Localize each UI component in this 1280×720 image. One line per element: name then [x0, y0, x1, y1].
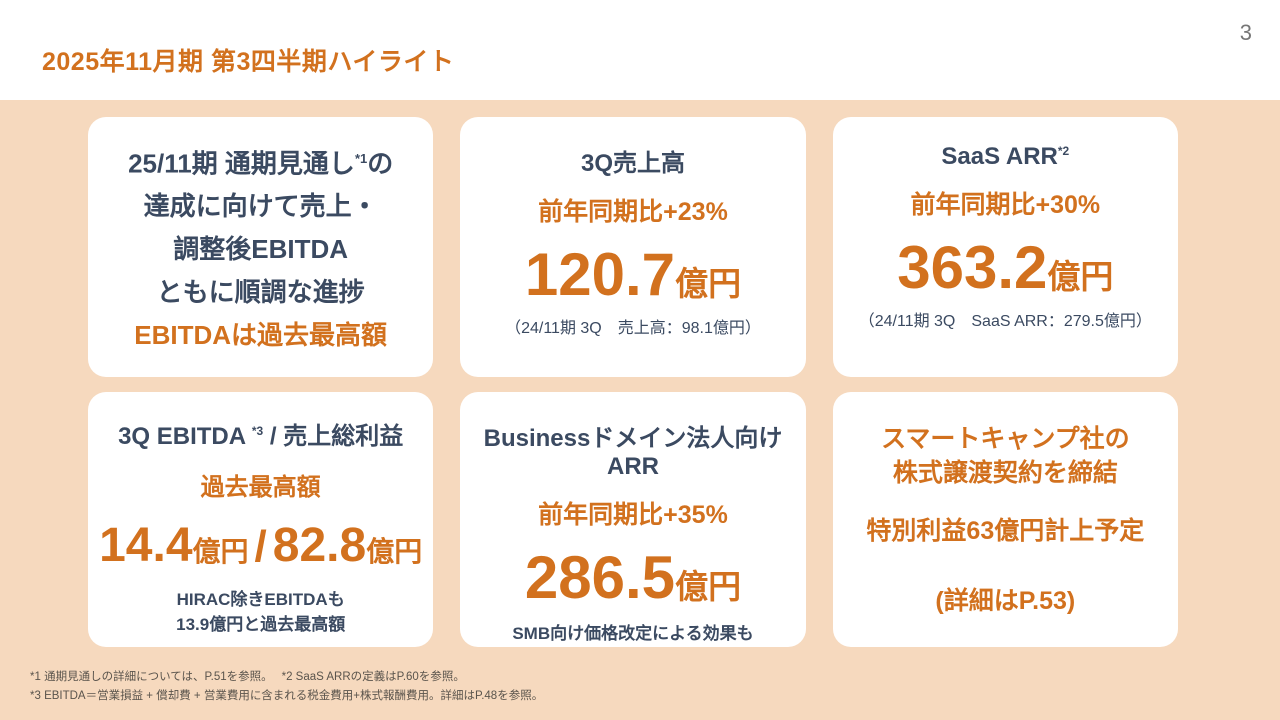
q3-ebitda-note-line-2: 13.9億円と過去最高額 [176, 614, 346, 634]
business-arr-number: 286.5 [524, 544, 676, 611]
footnote-line-1: *1 通期見通しの詳細については、P.51を参照。 *2 SaaS ARRの定義… [30, 671, 465, 683]
highlight-cards-grid: 25/11期 通期見通し*1の 達成に向けて売上・ 調整後EBITDA ともに順… [88, 117, 1178, 647]
business-arr-yoy: 前年同期比+35% [538, 501, 728, 529]
card-saas-arr: SaaS ARR*2 前年同期比+30% 363.2 億円 （24/11期 3Q … [832, 117, 1178, 377]
q3-ebitda-note: HIRAC除きEBITDAも 13.9億円と過去最高額 [176, 587, 345, 637]
q3-ebitda-title: 3Q EBITDA *3 / 売上総利益 [118, 416, 403, 451]
smartcamp-line-2: 株式譲渡契約を締結 [892, 458, 1118, 487]
saas-arr-value: 363.2 億円 [897, 235, 1113, 301]
outlook-line-2: 達成に向けて売上・ [143, 191, 378, 222]
q3-ebitda-title-text: 3Q EBITDA [118, 423, 252, 450]
outlook-line-3: 調整後EBITDA [173, 234, 349, 265]
slide-body: 25/11期 通期見通し*1の 達成に向けて売上・ 調整後EBITDA ともに順… [0, 100, 1280, 720]
footnote-line-2: *3 EBITDA＝営業損益 + 償却費 + 営業費用に含まれる税金費用+株式報… [30, 690, 544, 702]
footnote-ref-3: *3 [251, 424, 264, 438]
outlook-line-4: ともに順調な進捗 [156, 277, 365, 308]
outlook-highlight: EBITDAは過去最高額 [134, 320, 388, 351]
card-business-arr: Businessドメイン法人向けARR 前年同期比+35% 286.5 億円 SM… [460, 392, 806, 647]
q3-ebitda-note-line-1: HIRAC除きEBITDAも [176, 589, 345, 609]
card-q3-revenue: 3Q売上高 前年同期比+23% 120.7 億円 （24/11期 3Q 売上高：9… [460, 117, 806, 377]
q3-revenue-unit: 億円 [675, 265, 742, 302]
q3-ebitda-title-suffix: / 売上総利益 [263, 423, 404, 450]
outlook-line-1-text: 25/11期 通期見通し [128, 148, 355, 179]
business-arr-value: 286.5 億円 [525, 545, 741, 611]
page-title: 2025年11月期 第3四半期ハイライト [42, 48, 455, 76]
smartcamp-detail-ref: (詳細はP.53) [935, 586, 1076, 615]
card-q3-ebitda: 3Q EBITDA *3 / 売上総利益 過去最高額 14.4 億円/82.8 億円… [88, 392, 434, 647]
gross-profit-number: 82.8 [272, 519, 367, 572]
q3-ebitda-number: 14.4 [99, 519, 193, 572]
q3-ebitda-values: 14.4 億円/82.8 億円 [99, 519, 423, 573]
q3-revenue-title: 3Q売上高 [580, 150, 685, 177]
q3-ebitda-unit: 億円 [192, 536, 249, 567]
smartcamp-line-1: スマートキャンプ社の [881, 424, 1130, 453]
saas-arr-prior-note: （24/11期 3Q SaaS ARR：279.5億円） [858, 313, 1152, 330]
business-arr-note-line-1: SMB向け価格改定による効果も [512, 624, 754, 643]
q3-ebitda-label: 過去最高額 [200, 474, 321, 501]
footnote-ref-2: *2 [1057, 144, 1070, 158]
saas-arr-unit: 億円 [1047, 258, 1114, 295]
card-fiscal-outlook: 25/11期 通期見通し*1の 達成に向けて売上・ 調整後EBITDA ともに順… [88, 117, 434, 377]
q3-revenue-yoy: 前年同期比+23% [538, 198, 728, 226]
page-number: 3 [1239, 20, 1252, 45]
outlook-line-1: 25/11期 通期見通し*1の [128, 137, 393, 186]
slide-header: 2025年11月期 第3四半期ハイライト 3 [0, 0, 1280, 100]
outlook-line-1-suffix: の [367, 148, 394, 179]
business-arr-note: SMB向け価格改定による効果も 順調に推移し、前四半期比で成長加速 [488, 621, 777, 647]
saas-arr-number: 363.2 [897, 234, 1048, 301]
q3-revenue-number: 120.7 [524, 241, 676, 308]
footnotes: *1 通期見通しの詳細については、P.51を参照。 *2 SaaS ARRの定義… [30, 668, 543, 706]
saas-arr-yoy: 前年同期比+30% [910, 191, 1101, 219]
saas-arr-title-text: SaaS ARR [941, 143, 1058, 170]
saas-arr-title: SaaS ARR*2 [941, 143, 1069, 171]
q3-revenue-value: 120.7 億円 [525, 242, 741, 308]
q3-revenue-prior-note: （24/11期 3Q 売上高：98.1億円） [505, 320, 761, 337]
value-separator: / [254, 522, 267, 571]
gross-profit-unit: 億円 [366, 536, 423, 567]
business-arr-title: Businessドメイン法人向けARR [483, 425, 783, 480]
card-smartcamp-transfer: スマートキャンプ社の 株式譲渡契約を締結 特別利益63億円計上予定 (詳細はP.… [832, 392, 1178, 647]
smartcamp-gain-line: 特別利益63億円計上予定 [866, 516, 1145, 545]
footnote-ref-1: *1 [354, 150, 368, 166]
business-arr-unit: 億円 [675, 568, 742, 605]
